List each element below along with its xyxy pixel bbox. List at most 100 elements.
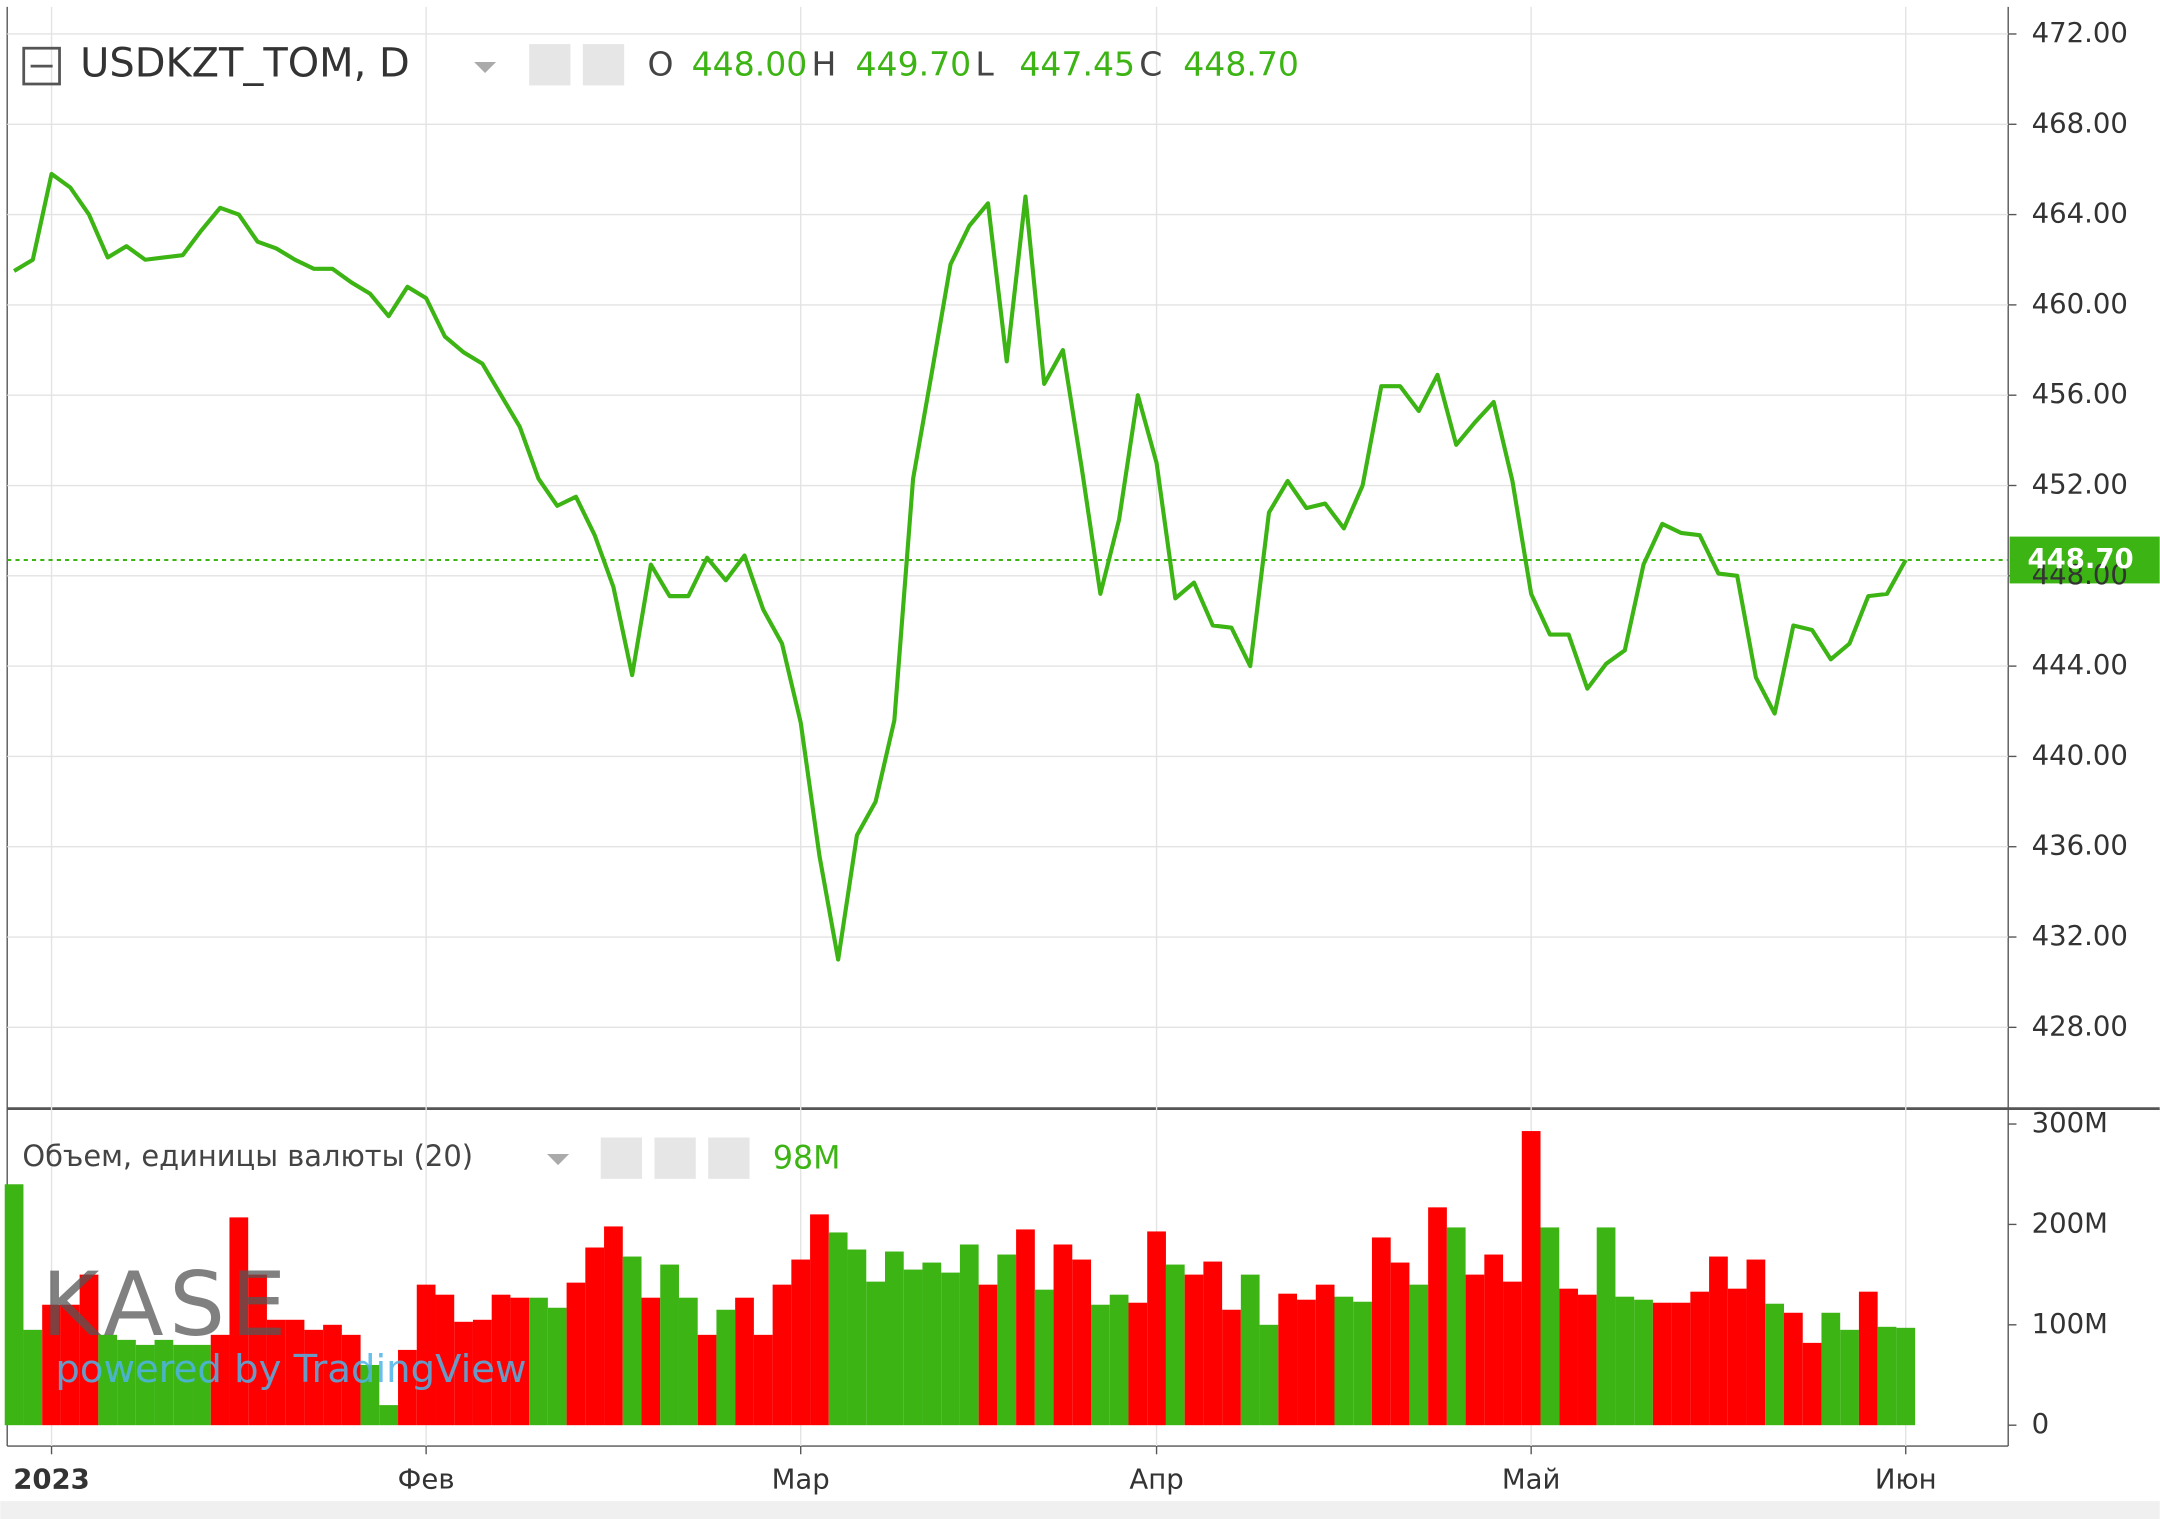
volume-bar <box>1634 1299 1653 1426</box>
ohlc-name: L <box>975 45 994 84</box>
volume-bar <box>1353 1301 1372 1426</box>
volume-bar <box>622 1256 642 1426</box>
y-tick-label: 0 <box>2032 1408 2050 1440</box>
volume-bar <box>210 1334 230 1426</box>
volume-bar <box>1315 1284 1335 1426</box>
volume-bar <box>42 1304 61 1426</box>
volume-bar <box>1240 1274 1260 1426</box>
settings-button[interactable] <box>654 1137 696 1179</box>
volume-bar <box>454 1321 473 1426</box>
volume-bar <box>566 1282 586 1426</box>
volume-bar <box>1577 1294 1597 1426</box>
ohlc-name: O <box>648 45 674 84</box>
volume-bar <box>810 1214 829 1426</box>
volume-bar <box>341 1334 361 1426</box>
volume-bar <box>1615 1296 1635 1426</box>
ohlc-value: 449.70 <box>856 45 972 84</box>
volume-bar <box>959 1244 979 1426</box>
eye-button[interactable] <box>529 44 571 86</box>
price-line <box>13 171 1908 962</box>
volume-bar <box>1784 1312 1803 1426</box>
volume-bar <box>1727 1288 1747 1426</box>
y-tick-label: 460.00 <box>2032 288 2128 320</box>
y-tick-label: 436.00 <box>2032 830 2128 862</box>
y-tick-label: 432.00 <box>2032 920 2128 952</box>
volume-bar <box>60 1304 80 1426</box>
volume-current: 98M <box>773 1141 841 1177</box>
volume-bar <box>866 1281 885 1426</box>
x-tick-label: Мар <box>772 1463 830 1495</box>
settings-button[interactable] <box>582 44 625 86</box>
y-tick-label: 472.00 <box>2032 17 2128 49</box>
volume-bar <box>79 1274 99 1426</box>
volume-bar <box>1596 1227 1616 1426</box>
y-tick-label: 468.00 <box>2032 107 2128 139</box>
volume-bar <box>285 1319 305 1426</box>
volume-bar <box>1877 1326 1897 1426</box>
volume-bar <box>23 1329 43 1426</box>
volume-bar <box>1690 1291 1710 1426</box>
volume-bar <box>847 1249 867 1426</box>
volume-bar <box>360 1364 380 1426</box>
collapse-button[interactable] <box>22 46 61 86</box>
volume-bar <box>1821 1312 1841 1426</box>
volume-bar <box>1278 1293 1298 1426</box>
volume-bar <box>922 1262 942 1426</box>
volume-bar <box>604 1226 623 1426</box>
volume-bar <box>1147 1231 1166 1426</box>
y-tick-label: 444.00 <box>2032 649 2128 681</box>
volume-bar <box>1334 1296 1354 1426</box>
volume-bar <box>248 1274 267 1426</box>
volume-bar <box>1072 1259 1092 1426</box>
volume-bar <box>266 1319 286 1426</box>
volume-bar <box>903 1269 923 1426</box>
volume-bar <box>1671 1302 1691 1426</box>
volume-bar <box>791 1259 811 1426</box>
volume-bar <box>1802 1342 1822 1426</box>
volume-bar <box>997 1254 1017 1426</box>
ohlc-name: C <box>1139 45 1162 84</box>
volume-bar <box>1709 1256 1728 1426</box>
volume-bar <box>1540 1227 1560 1426</box>
volume-bar <box>1091 1304 1110 1426</box>
volume-bar <box>398 1349 417 1426</box>
volume-bar <box>1165 1264 1185 1426</box>
volume-bar <box>1840 1329 1859 1426</box>
eye-button[interactable] <box>600 1137 643 1179</box>
dropdown-icon[interactable] <box>547 1154 570 1166</box>
volume-bar <box>1109 1294 1129 1426</box>
volume-bar <box>941 1272 960 1426</box>
volume-bar <box>1409 1284 1429 1426</box>
volume-bar <box>510 1297 530 1426</box>
dropdown-icon[interactable] <box>474 61 497 73</box>
x-tick-label: Май <box>1502 1463 1561 1495</box>
y-tick-label: 440.00 <box>2032 739 2128 771</box>
volume-bar <box>828 1232 848 1426</box>
volume-bar <box>529 1297 548 1426</box>
volume-bar <box>1390 1262 1410 1426</box>
volume-bar <box>117 1339 136 1426</box>
y-tick-label: 464.00 <box>2032 198 2128 230</box>
volume-bar <box>379 1405 399 1426</box>
ohlc-value: 447.45 <box>1019 45 1135 84</box>
volume-bar <box>547 1307 567 1426</box>
x-tick-label: 2023 <box>13 1463 90 1495</box>
y-tick-label: 100M <box>2032 1308 2108 1340</box>
volume-bar <box>641 1297 661 1426</box>
y-tick-label: 300M <box>2032 1107 2108 1139</box>
volume-bar <box>491 1294 511 1426</box>
volume-bar <box>435 1294 455 1426</box>
volume-bar <box>1652 1302 1672 1426</box>
volume-bar <box>1465 1274 1485 1426</box>
volume-bar <box>1053 1244 1073 1426</box>
volume-bar <box>98 1334 118 1426</box>
volume-bar <box>1128 1302 1148 1426</box>
volume-bar <box>1521 1131 1541 1426</box>
close-button[interactable] <box>708 1137 750 1179</box>
volume-bar <box>1203 1261 1223 1426</box>
volume-bar <box>154 1339 174 1426</box>
volume-bar <box>1559 1288 1578 1426</box>
watermark-sub: powered by TradingView <box>55 1347 526 1392</box>
footer-strip <box>0 1501 2160 1519</box>
